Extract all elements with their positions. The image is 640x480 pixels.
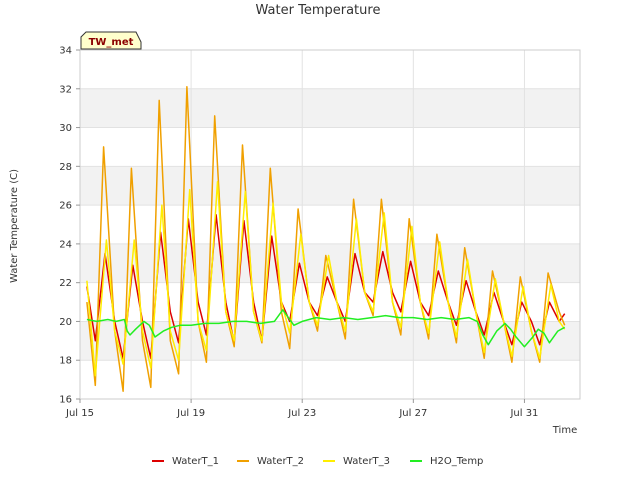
station-tag-label: TW_met	[89, 37, 134, 48]
axis-ticks: 16 18 20 22 24 26 28 30 32 34 Jul 15 Jul 19 Jul 23 Ju…	[59, 46, 538, 420]
station-tag: TW_met	[80, 31, 142, 50]
x-tick-label: Jul 23	[287, 408, 316, 419]
legend-label: WaterT_3	[343, 456, 390, 467]
chart-title: Water Temperature	[256, 3, 381, 18]
y-tick-label: 28	[59, 162, 72, 173]
y-tick-label: 16	[59, 395, 72, 406]
legend-label: H2O_Temp	[430, 456, 483, 467]
x-tick-label: Jul 27	[398, 408, 427, 419]
y-tick-label: 30	[59, 123, 72, 134]
legend-label: WaterT_2	[257, 456, 304, 467]
grid-band	[80, 88, 580, 128]
grid-band	[80, 166, 580, 206]
plot-frame	[79, 49, 581, 400]
grid-band	[80, 321, 580, 361]
y-tick-label: 18	[59, 356, 72, 367]
y-tick-label: 24	[59, 239, 72, 250]
y-tick-label: 22	[59, 278, 72, 289]
y-axis-label: Water Temperature (C)	[9, 169, 20, 283]
series-lines	[86, 86, 566, 392]
x-tick-label: Jul 15	[65, 408, 94, 419]
y-tick-label: 20	[59, 317, 72, 328]
y-tick-label: 26	[59, 201, 72, 212]
y-tick-label: 32	[59, 84, 72, 95]
legend-label: WaterT_1	[172, 456, 219, 467]
y-tick-label: 34	[59, 46, 72, 57]
x-axis-label: Time	[552, 425, 577, 436]
series-line-watert-3	[86, 181, 566, 377]
legend: WaterT_1 WaterT_2 WaterT_3 H2O_Temp	[152, 456, 483, 467]
x-tick-label: Jul 31	[509, 408, 538, 419]
series-line-h2o-temp	[86, 309, 566, 348]
x-tick-label: Jul 19	[176, 408, 205, 419]
